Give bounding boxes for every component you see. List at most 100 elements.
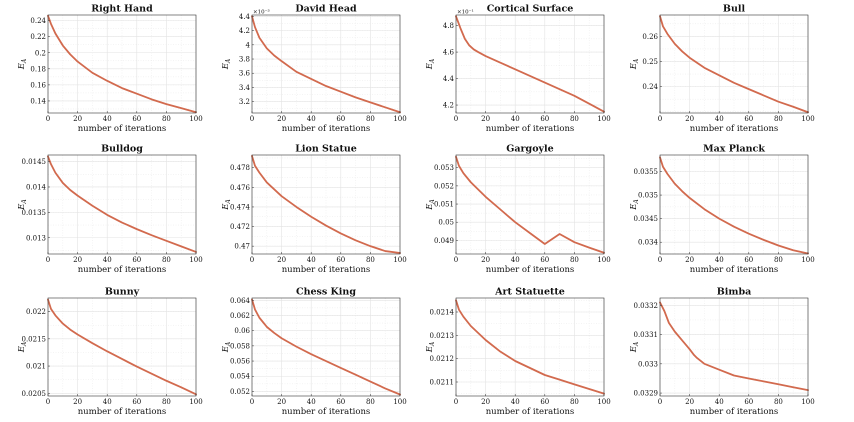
x-tick-label: 40	[511, 115, 520, 123]
y-axis-label-subscript: A	[21, 199, 28, 205]
subplot-title: Bunny	[105, 287, 140, 298]
y-tick-label: 4.8	[443, 22, 454, 30]
y-tick-label: 3.2	[239, 98, 250, 106]
x-tick-label: 20	[685, 256, 694, 264]
y-tick-label: 0.033	[638, 360, 658, 368]
x-tick-label: 40	[715, 256, 724, 264]
y-tick-label: 0.476	[230, 184, 251, 192]
y-axis-label: EA	[17, 58, 28, 70]
x-tick-label: 0	[658, 398, 662, 406]
y-tick-label: 0.0145	[22, 158, 47, 166]
y-tick-label: 0.064	[230, 297, 251, 305]
x-tick-label: 100	[393, 398, 406, 406]
subplot-title: Chess King	[296, 287, 356, 298]
y-axis-label-subscript: A	[225, 199, 232, 205]
y-tick-label: 4.2	[443, 102, 454, 110]
axis-exponent: ×10⁻¹	[457, 9, 474, 16]
y-tick-label: 0.052	[230, 388, 250, 396]
y-axis-label: EA	[629, 341, 640, 353]
subplot-bulldog: 0 20 40 60 80 100 0.013 0.0135 0.014 0.0145 Bulldo…	[17, 144, 203, 276]
x-tick-label: 0	[250, 256, 254, 264]
x-tick-label: 0	[46, 398, 50, 406]
y-tick-label: 0.0332	[634, 302, 659, 310]
y-axis-label-main: E	[629, 345, 639, 353]
y-axis-label-main: E	[221, 203, 231, 211]
x-tick-label: 80	[774, 256, 783, 264]
y-axis-label-subscript: A	[429, 199, 436, 205]
data-line	[251, 15, 401, 114]
x-tick-label: 40	[307, 115, 316, 123]
y-tick-label: 4	[246, 41, 251, 49]
x-tick-label: 20	[481, 115, 490, 123]
y-axis-label-main: E	[629, 203, 639, 211]
x-tick-label: 100	[393, 115, 406, 123]
y-tick-label: 0.0329	[634, 390, 659, 398]
y-axis-label-main: E	[17, 345, 27, 353]
axes-box	[659, 154, 809, 255]
x-tick-label: 100	[393, 256, 406, 264]
y-axis-label: EA	[221, 58, 232, 70]
subplot-title: Gargoyle	[506, 144, 553, 155]
y-axis-label-subscript: A	[633, 199, 640, 205]
x-tick-label: 80	[162, 256, 171, 264]
y-tick-label: 0.0215	[22, 335, 47, 343]
x-tick-label: 0	[454, 256, 458, 264]
y-axis-label: EA	[425, 199, 436, 211]
axes-box	[251, 14, 401, 114]
subplot-title: Art Statuette	[494, 287, 565, 298]
x-tick-label: 80	[162, 115, 171, 123]
y-axis-label-subscript: A	[429, 341, 436, 347]
y-tick-label: 0.26	[642, 33, 658, 41]
y-tick-label: 0.22	[30, 33, 46, 41]
y-axis-label-main: E	[425, 62, 435, 70]
data-line	[659, 15, 809, 114]
x-tick-label: 100	[597, 256, 610, 264]
axes-box	[455, 297, 605, 397]
y-axis-label-main: E	[425, 203, 435, 211]
y-tick-label: 0.034	[638, 239, 659, 247]
y-axis-label-subscript: A	[225, 58, 232, 64]
x-tick-label: 60	[132, 256, 141, 264]
x-tick-label: 60	[744, 398, 753, 406]
x-tick-label: 40	[103, 398, 112, 406]
y-tick-label: 0.052	[434, 182, 454, 190]
y-axis-label-subscript: A	[225, 341, 232, 347]
x-tick-label: 100	[801, 256, 814, 264]
x-tick-label: 20	[73, 115, 82, 123]
subplot-title: Max Planck	[703, 144, 765, 155]
y-tick-label: 0.058	[230, 342, 250, 350]
y-tick-label: 0.035	[638, 192, 658, 200]
data-line	[455, 155, 605, 254]
subplot-bunny: 0 20 40 60 80 100 0.0205 0.021 0.0215 0.022 Bunny n…	[17, 287, 203, 418]
x-tick-label: 60	[540, 256, 549, 264]
y-tick-label: 0.16	[30, 81, 46, 89]
x-tick-label: 80	[366, 115, 375, 123]
axis-exponent: ×10⁻³	[253, 9, 270, 16]
x-tick-label: 80	[570, 398, 579, 406]
y-axis-label: EA	[629, 58, 640, 70]
x-tick-label: 0	[658, 256, 662, 264]
axes-box	[455, 154, 605, 255]
data-line	[47, 14, 197, 114]
y-axis-label: EA	[17, 341, 28, 353]
subplot-title: Bull	[723, 4, 746, 15]
y-tick-label: 0.14	[30, 97, 46, 105]
y-tick-label: 4.2	[239, 27, 250, 35]
y-tick-label: 0.478	[230, 164, 250, 172]
x-tick-label: 80	[570, 115, 579, 123]
x-axis-label: number of iterations	[486, 124, 575, 134]
x-tick-label: 20	[73, 256, 82, 264]
subplot-gargoyle: 0 20 40 60 80 100 0.049 0.05 0.051 0.052 0.053 Garg…	[425, 144, 611, 276]
y-tick-label: 0.051	[434, 201, 454, 209]
y-tick-label: 3.4	[239, 84, 251, 92]
x-tick-label: 0	[658, 115, 662, 123]
y-tick-label: 0.013	[26, 234, 46, 242]
y-axis-label: EA	[425, 58, 436, 70]
x-tick-label: 0	[454, 115, 458, 123]
y-tick-label: 4.4	[443, 75, 455, 83]
x-tick-label: 100	[597, 398, 610, 406]
x-tick-label: 20	[73, 398, 82, 406]
y-axis-label: EA	[17, 199, 28, 211]
y-axis-label-main: E	[221, 345, 231, 353]
subplot-title: Lion Statue	[295, 144, 357, 155]
